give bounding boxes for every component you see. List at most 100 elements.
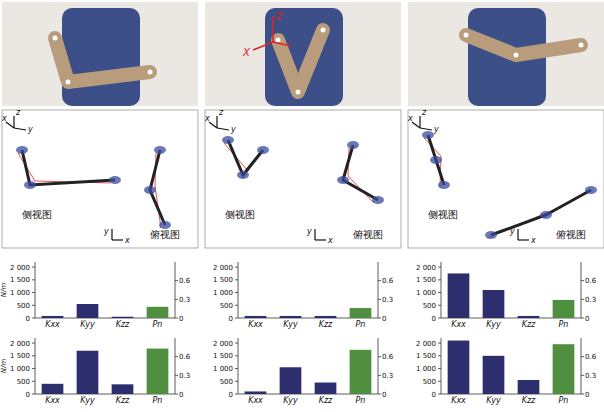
x-tick-label: Kxx bbox=[248, 396, 263, 405]
bar bbox=[448, 273, 470, 318]
y-axis-title: N/m bbox=[0, 359, 8, 374]
view-label: 侧视图 bbox=[22, 209, 52, 220]
bar bbox=[77, 304, 99, 318]
x-tick-label: Kyy bbox=[486, 396, 501, 405]
y2-tick bbox=[581, 299, 584, 300]
y2-tick bbox=[378, 299, 381, 300]
y-tick-label: 500 bbox=[220, 302, 233, 310]
y-tick-label: 1 500 bbox=[213, 352, 233, 360]
axis-label: y bbox=[306, 227, 312, 236]
y-tick bbox=[438, 292, 441, 293]
bar bbox=[147, 307, 169, 318]
axis-label: x bbox=[124, 236, 130, 245]
y-tick-label: 2 000 bbox=[10, 264, 30, 272]
y-axis bbox=[35, 338, 36, 394]
y2-tick bbox=[175, 318, 178, 319]
bar bbox=[280, 367, 302, 394]
bars bbox=[42, 349, 169, 394]
y-tick bbox=[438, 394, 441, 395]
y-tick-label: 500 bbox=[17, 378, 30, 386]
bar bbox=[315, 316, 337, 318]
axis-label: y bbox=[103, 227, 109, 236]
photo-panel bbox=[2, 2, 198, 106]
bar-chart: 05001 0001 5002 00000.30.6N/mKxxKyyKzzPn bbox=[0, 262, 191, 329]
y2-axis bbox=[581, 338, 582, 394]
y-tick-label: 0 bbox=[432, 391, 436, 399]
bar bbox=[42, 384, 64, 394]
panel-frame bbox=[205, 110, 401, 248]
y-tick-label: 0 bbox=[26, 391, 30, 399]
y-tick bbox=[438, 318, 441, 319]
photo-bg bbox=[2, 2, 198, 106]
y-tick bbox=[32, 267, 35, 268]
skeleton-line bbox=[428, 135, 444, 185]
y2-tick-label: 0.6 bbox=[382, 277, 394, 285]
view-label: 侧视图 bbox=[428, 209, 458, 220]
view-label: 俯视图 bbox=[150, 229, 180, 240]
y-tick bbox=[32, 394, 35, 395]
axis-label: y bbox=[27, 125, 33, 134]
skeleton-line bbox=[228, 140, 263, 175]
y-tick-label: 1 500 bbox=[416, 276, 436, 284]
y2-tick bbox=[581, 280, 584, 281]
skeleton-line bbox=[343, 145, 378, 200]
x-tick-label: Kzz bbox=[319, 320, 333, 329]
y2-tick bbox=[378, 375, 381, 376]
y2-axis bbox=[378, 262, 379, 318]
y-tick bbox=[32, 381, 35, 382]
marker bbox=[296, 90, 301, 95]
y-tick-label: 1 000 bbox=[213, 365, 233, 373]
y2-tick bbox=[581, 375, 584, 376]
y-tick-label: 1 000 bbox=[10, 289, 30, 297]
joint bbox=[154, 146, 166, 154]
y-tick bbox=[235, 318, 238, 319]
y-tick bbox=[235, 355, 238, 356]
bar bbox=[315, 383, 337, 394]
axis-label: z bbox=[218, 108, 224, 117]
x-tick-label: Kzz bbox=[522, 320, 536, 329]
bar bbox=[245, 391, 267, 394]
axis-arrow bbox=[272, 16, 274, 42]
y2-tick bbox=[175, 394, 178, 395]
bar bbox=[42, 316, 64, 318]
axis-arrow bbox=[315, 239, 326, 240]
axis-arrow bbox=[420, 128, 432, 130]
axis-arrow bbox=[209, 122, 217, 128]
y-tick bbox=[32, 305, 35, 306]
view-label: 俯视图 bbox=[556, 229, 586, 240]
y-tick bbox=[32, 279, 35, 280]
y-tick-label: 1 500 bbox=[10, 276, 30, 284]
bar-chart: 05001 0001 5002 00000.30.6KxxKyyKzzPn bbox=[416, 338, 597, 405]
y2-tick-label: 0.6 bbox=[585, 353, 597, 361]
joint bbox=[485, 231, 497, 239]
x-tick-label: Kyy bbox=[80, 320, 95, 329]
y-tick-label: 500 bbox=[17, 302, 30, 310]
joint bbox=[257, 146, 269, 154]
joint bbox=[372, 196, 384, 204]
panel-frame bbox=[408, 110, 604, 248]
joint bbox=[159, 221, 171, 229]
bar bbox=[553, 300, 575, 318]
y-tick bbox=[235, 279, 238, 280]
axis-label: z bbox=[421, 108, 427, 117]
bar bbox=[350, 308, 372, 318]
skeleton-panel: xyzyx侧视图俯视图 bbox=[204, 108, 401, 248]
y-tick-label: 0 bbox=[432, 315, 436, 323]
y2-axis bbox=[378, 338, 379, 394]
y2-tick-label: 0.6 bbox=[179, 277, 191, 285]
marker bbox=[464, 33, 469, 38]
y-tick-label: 1 000 bbox=[10, 365, 30, 373]
y2-tick bbox=[175, 356, 178, 357]
x-tick-label: Kyy bbox=[283, 320, 298, 329]
y-tick-label: 500 bbox=[423, 302, 436, 310]
axis-arrow bbox=[13, 116, 14, 128]
photo-panel bbox=[408, 2, 604, 106]
photo-axes: ZX bbox=[242, 11, 291, 58]
axis-label: x bbox=[327, 236, 333, 245]
x-tick-label: Pn bbox=[559, 396, 569, 405]
y-tick-label: 2 000 bbox=[213, 264, 233, 272]
axis-arrow bbox=[412, 122, 420, 128]
joint bbox=[422, 131, 434, 139]
x-tick-label: Pn bbox=[559, 320, 569, 329]
marker bbox=[321, 28, 326, 33]
